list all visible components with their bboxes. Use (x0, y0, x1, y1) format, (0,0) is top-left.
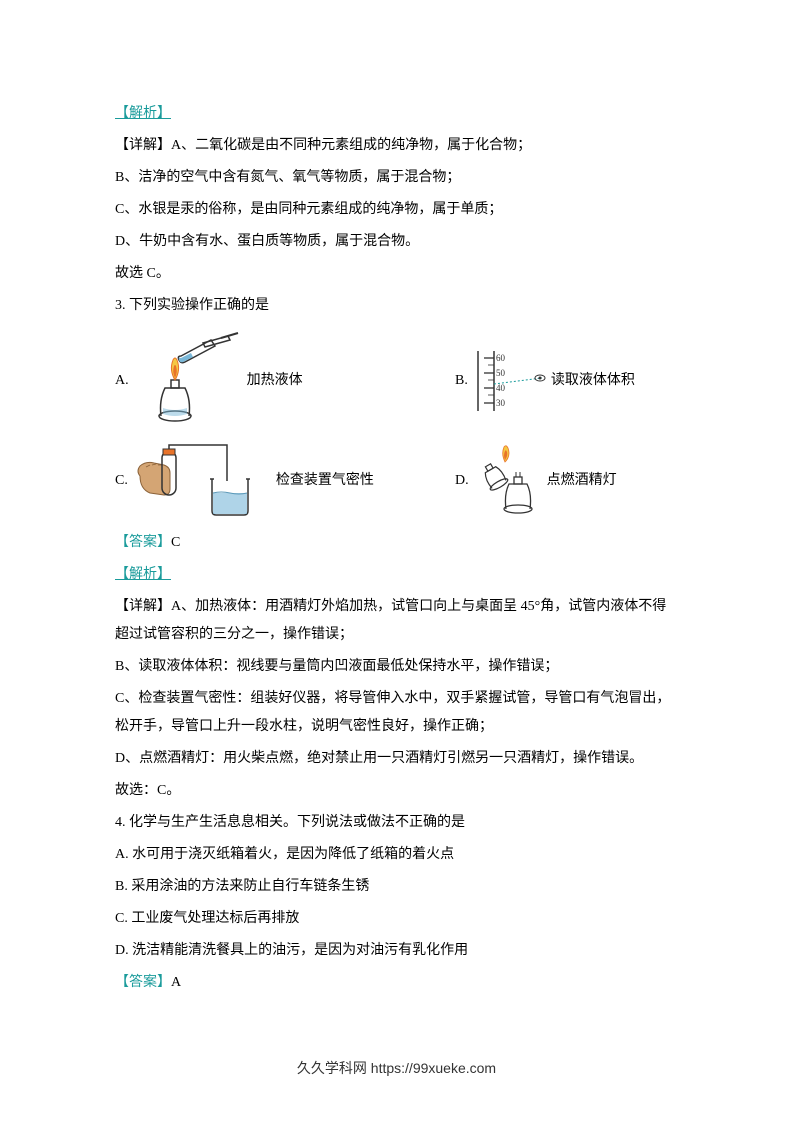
q4-stem: 4. 化学与生产生活息息相关。下列说法或做法不正确的是 (115, 809, 678, 837)
diagram-airtightness (132, 441, 272, 521)
q3-detail-a: 【详解】A、加热液体：用酒精灯外焰加热，试管口向上与桌面呈 45°角，试管内液体… (115, 593, 678, 649)
q2-detail-a: 【详解】A、二氧化碳是由不同种元素组成的纯净物，属于化合物； (115, 132, 678, 160)
q4-opt-d: D. 洗洁精能清洗餐具上的油污，是因为对油污有乳化作用 (115, 937, 678, 965)
svg-text:30: 30 (496, 398, 506, 408)
q2-detail-b: B、洁净的空气中含有氮气、氧气等物质，属于混合物； (115, 164, 678, 192)
diagram-read-volume: 60 50 40 30 (472, 346, 547, 416)
q3-analysis-label: 【解析】 (115, 561, 678, 589)
q3-detail-d: D、点燃酒精灯：用火柴点燃，绝对禁止用一只酒精灯引燃另一只酒精灯，操作错误。 (115, 745, 678, 773)
svg-text:60: 60 (496, 353, 506, 363)
diagram-light-lamp (473, 444, 543, 519)
q3-option-c: C. 检查装置气密性 (115, 441, 455, 521)
analysis-label: 【解析】 (115, 100, 678, 128)
q3-stem: 3. 下列实验操作正确的是 (115, 292, 678, 320)
footer-text: 久久学科网 https://99xueke.com (0, 1054, 793, 1082)
q4-answer: 【答案】A (115, 969, 678, 997)
q3-options-row1: A. 加热液体 B. (115, 328, 678, 433)
q4-opt-a: A. 水可用于浇灭纸箱着火，是因为降低了纸箱的着火点 (115, 841, 678, 869)
q3-detail-c: C、检查装置气密性：组装好仪器，将导管伸入水中，双手紧握试管，导管口有气泡冒出，… (115, 685, 678, 741)
q4-opt-b: B. 采用涂油的方法来防止自行车链条生锈 (115, 873, 678, 901)
q4-opt-c: C. 工业废气处理达标后再排放 (115, 905, 678, 933)
diagram-heating-liquid (133, 328, 243, 433)
q3-conclusion: 故选：C。 (115, 777, 678, 805)
q2-conclusion: 故选 C。 (115, 260, 678, 288)
q3-option-b: B. 60 50 40 30 (455, 346, 635, 416)
q2-detail-d: D、牛奶中含有水、蛋白质等物质，属于混合物。 (115, 228, 678, 256)
q3-option-a: A. 加热液体 (115, 328, 455, 433)
q3-option-d: D. 点燃酒精灯 (455, 444, 617, 519)
svg-text:50: 50 (496, 368, 506, 378)
q3-options-row2: C. 检查装置气密性 D. (115, 441, 678, 521)
q3-answer: 【答案】C (115, 529, 678, 557)
q3-opt-d-text: 点燃酒精灯 (547, 467, 617, 495)
svg-text:40: 40 (496, 383, 506, 393)
q2-detail-c: C、水银是汞的俗称，是由同种元素组成的纯净物，属于单质； (115, 196, 678, 224)
q3-opt-c-label: C. (115, 467, 128, 495)
q3-opt-d-label: D. (455, 467, 469, 495)
q3-opt-a-label: A. (115, 367, 129, 395)
q3-opt-a-text: 加热液体 (247, 367, 303, 395)
q3-opt-b-text: 读取液体体积 (551, 367, 635, 395)
q3-opt-c-text: 检查装置气密性 (276, 467, 374, 495)
q3-opt-b-label: B. (455, 367, 468, 395)
q3-detail-b: B、读取液体体积：视线要与量筒内凹液面最低处保持水平，操作错误； (115, 653, 678, 681)
